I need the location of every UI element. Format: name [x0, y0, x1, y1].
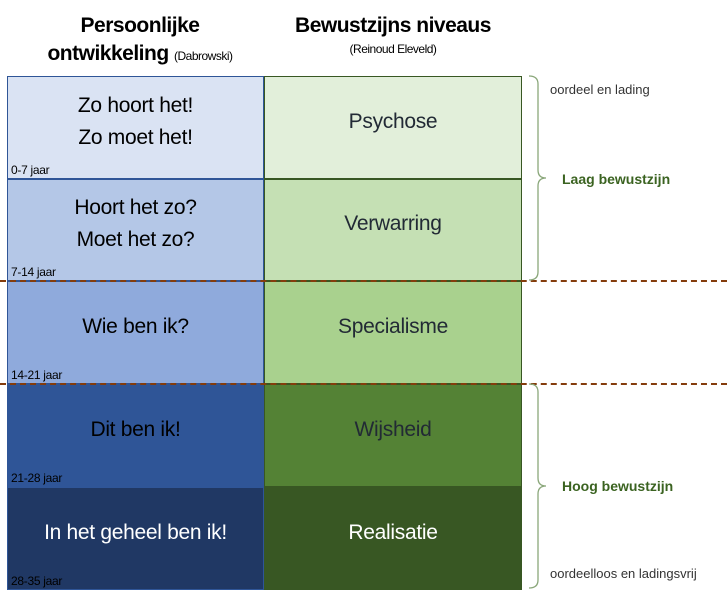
age-range: 14-21 jaar [11, 368, 63, 382]
stage-text: Hoort het zo? Moet het zo? [74, 192, 196, 256]
stage-line1: In het geheel ben ik! [44, 520, 227, 544]
stage-line2: Moet het zo? [76, 228, 195, 251]
left-title-line2: ontwikkeling [47, 42, 169, 65]
awareness-level-cell: Realisatie [264, 487, 522, 590]
stage-text: Zo hoort het! Zo moet het! [78, 90, 193, 154]
stage-line1: Wie ben ik? [82, 314, 189, 338]
stage-text: Dit ben ik! [90, 414, 180, 446]
awareness-level-label: Wijsheid [354, 417, 432, 441]
awareness-level-cell: Verwarring [264, 179, 522, 281]
awareness-level-label: Specialisme [338, 314, 448, 338]
high-awareness-label: Hoog bewustzijn [562, 478, 674, 494]
divider-line-low [0, 280, 727, 282]
age-range: 0-7 jaar [11, 163, 50, 177]
age-range: 28-35 jaar [11, 574, 63, 588]
development-stage-cell: In het geheel ben ik! 28-35 jaar [7, 487, 264, 590]
stage-line1: Zo hoort het! [77, 93, 194, 117]
development-stage-cell: Dit ben ik! 21-28 jaar [7, 384, 264, 487]
brace-low-icon [528, 75, 547, 281]
awareness-level-label: Realisatie [348, 520, 438, 544]
development-stage-cell: Zo hoort het! Zo moet het! 0-7 jaar [7, 76, 264, 179]
awareness-level-cell: Psychose [264, 76, 522, 179]
awareness-level-label: Psychose [348, 109, 438, 133]
development-stage-cell: Hoort het zo? Moet het zo? 7-14 jaar [7, 179, 264, 281]
stage-text: Wie ben ik? [82, 311, 189, 343]
top-note: oordeel en lading [550, 82, 650, 97]
brace-icons [528, 75, 547, 589]
brace-high-icon [528, 383, 547, 589]
low-awareness-label: Laag bewustzijn [562, 171, 671, 187]
right-column-title: Bewustzijns niveaus (Reinoud Eleveld) [264, 12, 522, 58]
bottom-note: oordeelloos en ladingsvrij [550, 566, 697, 581]
awareness-level-cell: Specialisme [264, 281, 522, 384]
stage-line2: Zo moet het! [78, 125, 193, 149]
stage-line1: Hoort het zo? [74, 196, 197, 219]
right-title: Bewustzijns niveaus [295, 14, 491, 37]
right-author: (Reinoud Eleveld) [349, 42, 437, 56]
age-range: 21-28 jaar [11, 471, 63, 485]
divider-line-high [0, 383, 727, 385]
awareness-level-cell: Wijsheid [264, 384, 522, 487]
left-author: (Dabrowski) [174, 49, 233, 63]
left-title-line1: Persoonlijke [80, 14, 200, 37]
stage-text: In het geheel ben ik! [44, 517, 227, 549]
stage-line1: Dit ben ik! [90, 417, 181, 441]
development-stage-cell: Wie ben ik? 14-21 jaar [7, 281, 264, 384]
awareness-level-label: Verwarring [344, 212, 442, 235]
age-range: 7-14 jaar [11, 265, 56, 279]
left-column-title: Persoonlijke ontwikkeling (Dabrowski) [20, 12, 260, 70]
